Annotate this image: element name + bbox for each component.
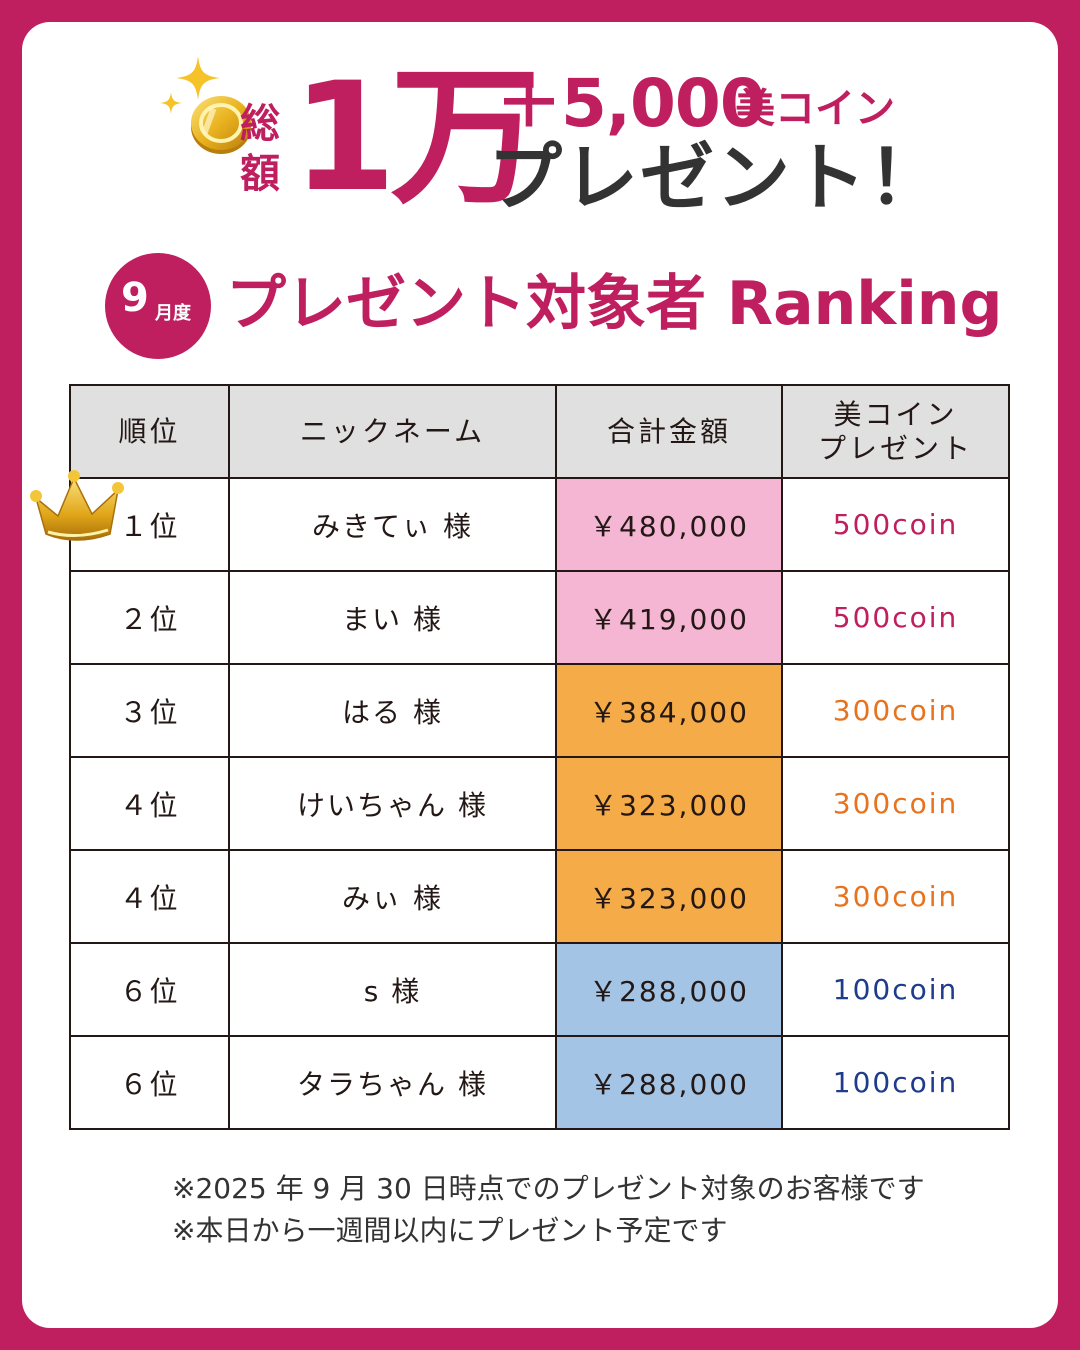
rank-cell: ２位 xyxy=(69,570,230,665)
header-coin-present: 美コイン プレゼント xyxy=(781,384,1010,479)
table-row: ４位 けいちゃん 様 ￥323,000 300coin xyxy=(69,756,1010,851)
total-amount: 1万 xyxy=(292,51,540,225)
month-unit: 月度 xyxy=(155,303,191,324)
table-row: １位 みきてぃ 様 ￥480,000 500coin xyxy=(69,477,1010,572)
nickname-cell: まい 様 xyxy=(228,570,557,665)
amount-cell: ￥323,000 xyxy=(555,849,783,944)
plus-amount: ＋5,000 xyxy=(496,65,766,142)
coin-cell: 500coin xyxy=(781,570,1010,665)
coin-icon xyxy=(191,96,251,154)
table-row: ２位 まい 様 ￥419,000 500coin xyxy=(69,570,1010,665)
note-line: ※2025 年 9 月 30 日時点でのプレゼント対象のお客様です xyxy=(172,1172,925,1205)
month-badge: 9 月度 xyxy=(105,253,211,359)
ranking-title: プレゼント対象者 Ranking xyxy=(226,269,1003,339)
coin-cell: 300coin xyxy=(781,849,1010,944)
table-header-row: 順位 ニックネーム 合計金額 美コイン プレゼント xyxy=(69,384,1010,479)
table-row: ４位 みぃ 様 ￥323,000 300coin xyxy=(69,849,1010,944)
coin-cell: 100coin xyxy=(781,942,1010,1037)
coin-cell: 300coin xyxy=(781,663,1010,758)
rank-cell: ３位 xyxy=(69,663,230,758)
rank-cell: ４位 xyxy=(69,849,230,944)
present-headline: プレゼント！ xyxy=(488,135,944,221)
header-rank: 順位 xyxy=(69,384,230,479)
nickname-cell: s 様 xyxy=(228,942,557,1037)
rank-cell: ４位 xyxy=(69,756,230,851)
nickname-cell: けいちゃん 様 xyxy=(228,756,557,851)
amount-cell: ￥419,000 xyxy=(555,570,783,665)
header-nickname: ニックネーム xyxy=(228,384,557,479)
amount-cell: ￥323,000 xyxy=(555,756,783,851)
sparkle-icon xyxy=(176,56,220,100)
header-total-amount: 合計金額 xyxy=(555,384,783,479)
coin-cell: 300coin xyxy=(781,756,1010,851)
month-number: 9 xyxy=(121,275,149,321)
rank-cell: ６位 xyxy=(69,1035,230,1130)
nickname-cell: タラちゃん 様 xyxy=(228,1035,557,1130)
ranking-table: 順位 ニックネーム 合計金額 美コイン プレゼント １位 みきてぃ 様 ￥480,0… xyxy=(69,384,1010,1130)
amount-cell: ￥288,000 xyxy=(555,942,783,1037)
coin-cell: 500coin xyxy=(781,477,1010,572)
amount-cell: ￥384,000 xyxy=(555,663,783,758)
coin-unit: 美コイン xyxy=(735,86,895,132)
rank-cell: ６位 xyxy=(69,942,230,1037)
nickname-cell: みきてぃ 様 xyxy=(228,477,557,572)
sparkle-icon xyxy=(160,92,182,114)
total-label-bottom: 額 xyxy=(240,151,280,197)
amount-cell: ￥288,000 xyxy=(555,1035,783,1130)
crown-icon xyxy=(30,470,124,541)
table-row: ３位 はる 様 ￥384,000 300coin xyxy=(69,663,1010,758)
nickname-cell: はる 様 xyxy=(228,663,557,758)
note-line: ※本日から一週間以内にプレゼント予定です xyxy=(172,1214,728,1247)
footer-notes: ※2025 年 9 月 30 日時点でのプレゼント対象のお客様です ※本日から一… xyxy=(172,1168,925,1252)
nickname-cell: みぃ 様 xyxy=(228,849,557,944)
table-row: ６位 タラちゃん 様 ￥288,000 100coin xyxy=(69,1035,1010,1130)
coin-cell: 100coin xyxy=(781,1035,1010,1130)
total-label-top: 総 xyxy=(240,101,280,147)
amount-cell: ￥480,000 xyxy=(555,477,783,572)
table-row: ６位 s 様 ￥288,000 100coin xyxy=(69,942,1010,1037)
